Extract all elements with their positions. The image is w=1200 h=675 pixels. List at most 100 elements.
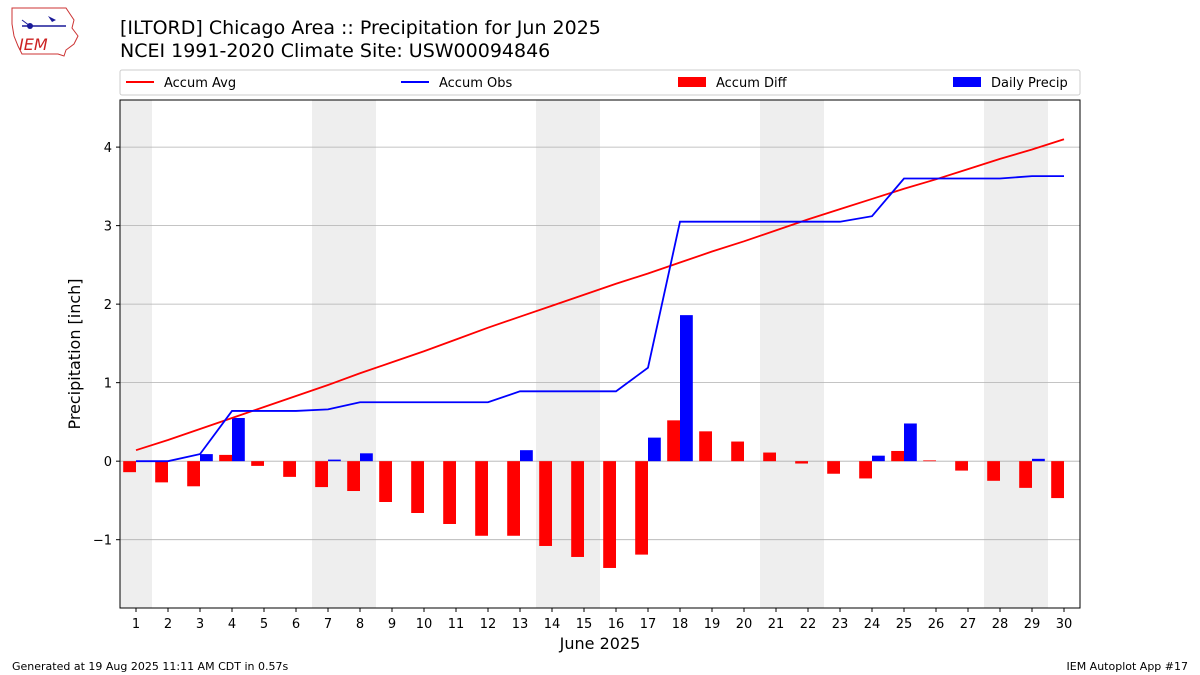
diff-bar-21 (763, 452, 776, 462)
daily-bar-29 (1032, 458, 1045, 462)
y-tick-label-1: 1 (104, 377, 112, 392)
diff-bar-12 (475, 461, 488, 536)
diff-bar-17 (635, 461, 648, 555)
iem-logo: IEM (11, 7, 79, 57)
diff-bar-24 (859, 461, 872, 479)
diff-bar-23 (827, 461, 840, 474)
x-tick-label-17: 17 (640, 617, 657, 632)
legend-label-accum-diff: Accum Diff (716, 76, 788, 91)
legend-label-accum-avg: Accum Avg (164, 76, 236, 91)
accum-diff-bars (123, 420, 1064, 568)
legend-label-daily-precip: Daily Precip (991, 76, 1068, 91)
shade-band-0 (120, 100, 152, 608)
daily-bar-17 (648, 437, 661, 462)
diff-bar-5 (251, 461, 264, 466)
daily-bar-7 (328, 459, 341, 462)
diff-bar-19 (699, 431, 712, 462)
x-tick-label-26: 26 (928, 617, 945, 632)
x-tick-label-3: 3 (196, 617, 204, 632)
x-tick-label-1: 1 (132, 617, 140, 632)
shade-band-1 (312, 100, 376, 608)
x-tick-label-18: 18 (672, 617, 689, 632)
x-tick-label-11: 11 (448, 617, 465, 632)
plot-frame (119, 99, 1081, 609)
x-axis-label: June 2025 (559, 634, 641, 653)
diff-bar-25 (891, 450, 904, 462)
x-tick-label-8: 8 (356, 617, 364, 632)
daily-precip-bars (200, 315, 1045, 462)
diff-bar-3 (187, 461, 200, 487)
daily-bar-18 (680, 315, 693, 462)
diff-bar-20 (731, 441, 744, 462)
x-tick-label-13: 13 (512, 617, 529, 632)
svg-text:IEM: IEM (19, 35, 48, 54)
x-tick-label-22: 22 (800, 617, 817, 632)
chart-subtitle: NCEI 1991-2020 Climate Site: USW00094846 (120, 40, 551, 62)
x-tick-label-9: 9 (388, 617, 396, 632)
x-tick-label-29: 29 (1024, 617, 1041, 632)
diff-bar-16 (603, 461, 616, 568)
grid-lines (120, 146, 1080, 541)
diff-bar-22 (795, 461, 808, 464)
x-tick-label-14: 14 (544, 617, 561, 632)
diff-bar-2 (155, 461, 168, 483)
daily-bar-3 (200, 454, 213, 462)
x-tick-label-23: 23 (832, 617, 849, 632)
y-tick-label-4: 4 (104, 141, 112, 156)
daily-bar-25 (904, 423, 917, 462)
x-tick-label-7: 7 (324, 617, 332, 632)
x-tick-label-24: 24 (864, 617, 881, 632)
x-tick-label-15: 15 (576, 617, 593, 632)
diff-bar-30 (1051, 461, 1064, 499)
diff-bar-13 (507, 461, 520, 536)
daily-bar-24 (872, 455, 885, 462)
diff-bar-1 (123, 461, 136, 473)
x-tick-label-27: 27 (960, 617, 977, 632)
x-axis: 1 2 3 4 5 6 7 8 9 10 11 12 13 14 15 16 17 18 19 20 21 22 23 24 2… (132, 608, 1072, 632)
y-axis: −1 0 1 2 3 4 (93, 141, 120, 549)
diff-bar-27 (955, 461, 968, 471)
daily-bar-8 (360, 453, 373, 462)
diff-bar-26 (923, 460, 936, 462)
x-tick-label-5: 5 (260, 617, 268, 632)
legend: Accum Avg Accum Obs Accum Diff Daily Precip (119, 69, 1081, 96)
x-tick-label-2: 2 (164, 617, 172, 632)
series-lines (135, 138, 1065, 463)
y-tick-label-3: 3 (104, 220, 112, 235)
y-tick-label-2: 2 (104, 298, 112, 313)
x-tick-label-12: 12 (480, 617, 497, 632)
diff-bar-18 (667, 420, 680, 462)
shade-band-4 (984, 100, 1048, 608)
diff-bar-8 (347, 461, 360, 492)
diff-bar-15 (571, 461, 584, 557)
daily-bar-13 (520, 450, 533, 462)
x-tick-label-28: 28 (992, 617, 1009, 632)
x-tick-label-19: 19 (704, 617, 721, 632)
legend-box (119, 69, 1081, 96)
diff-bar-28 (987, 461, 1000, 481)
diff-bar-29 (1019, 461, 1032, 488)
diff-bar-14 (539, 461, 552, 546)
diff-bar-9 (379, 461, 392, 503)
shade-band-3 (760, 100, 824, 608)
x-tick-label-20: 20 (736, 617, 753, 632)
x-tick-label-25: 25 (896, 617, 913, 632)
diff-bar-7 (315, 461, 328, 488)
legend-swatch-daily-precip (953, 77, 981, 87)
x-tick-label-16: 16 (608, 617, 625, 632)
diff-bar-4 (219, 454, 232, 462)
y-axis-label: Precipitation [inch] (65, 278, 84, 429)
x-tick-label-21: 21 (768, 617, 785, 632)
legend-label-accum-obs: Accum Obs (439, 76, 512, 91)
accum-avg-line (135, 138, 1065, 452)
diff-bar-10 (411, 461, 424, 513)
x-tick-label-30: 30 (1056, 617, 1073, 632)
chart-title: [ILTORD] Chicago Area :: Precipitation f… (120, 17, 601, 39)
daily-bar-4 (232, 417, 245, 462)
x-tick-label-10: 10 (416, 617, 433, 632)
diff-bar-6 (283, 461, 296, 477)
footer-generated: Generated at 19 Aug 2025 11:11 AM CDT in… (12, 660, 289, 673)
footer-app: IEM Autoplot App #17 (1066, 660, 1189, 673)
accum-obs-line (136, 175, 1064, 463)
legend-swatch-accum-diff (678, 77, 706, 87)
